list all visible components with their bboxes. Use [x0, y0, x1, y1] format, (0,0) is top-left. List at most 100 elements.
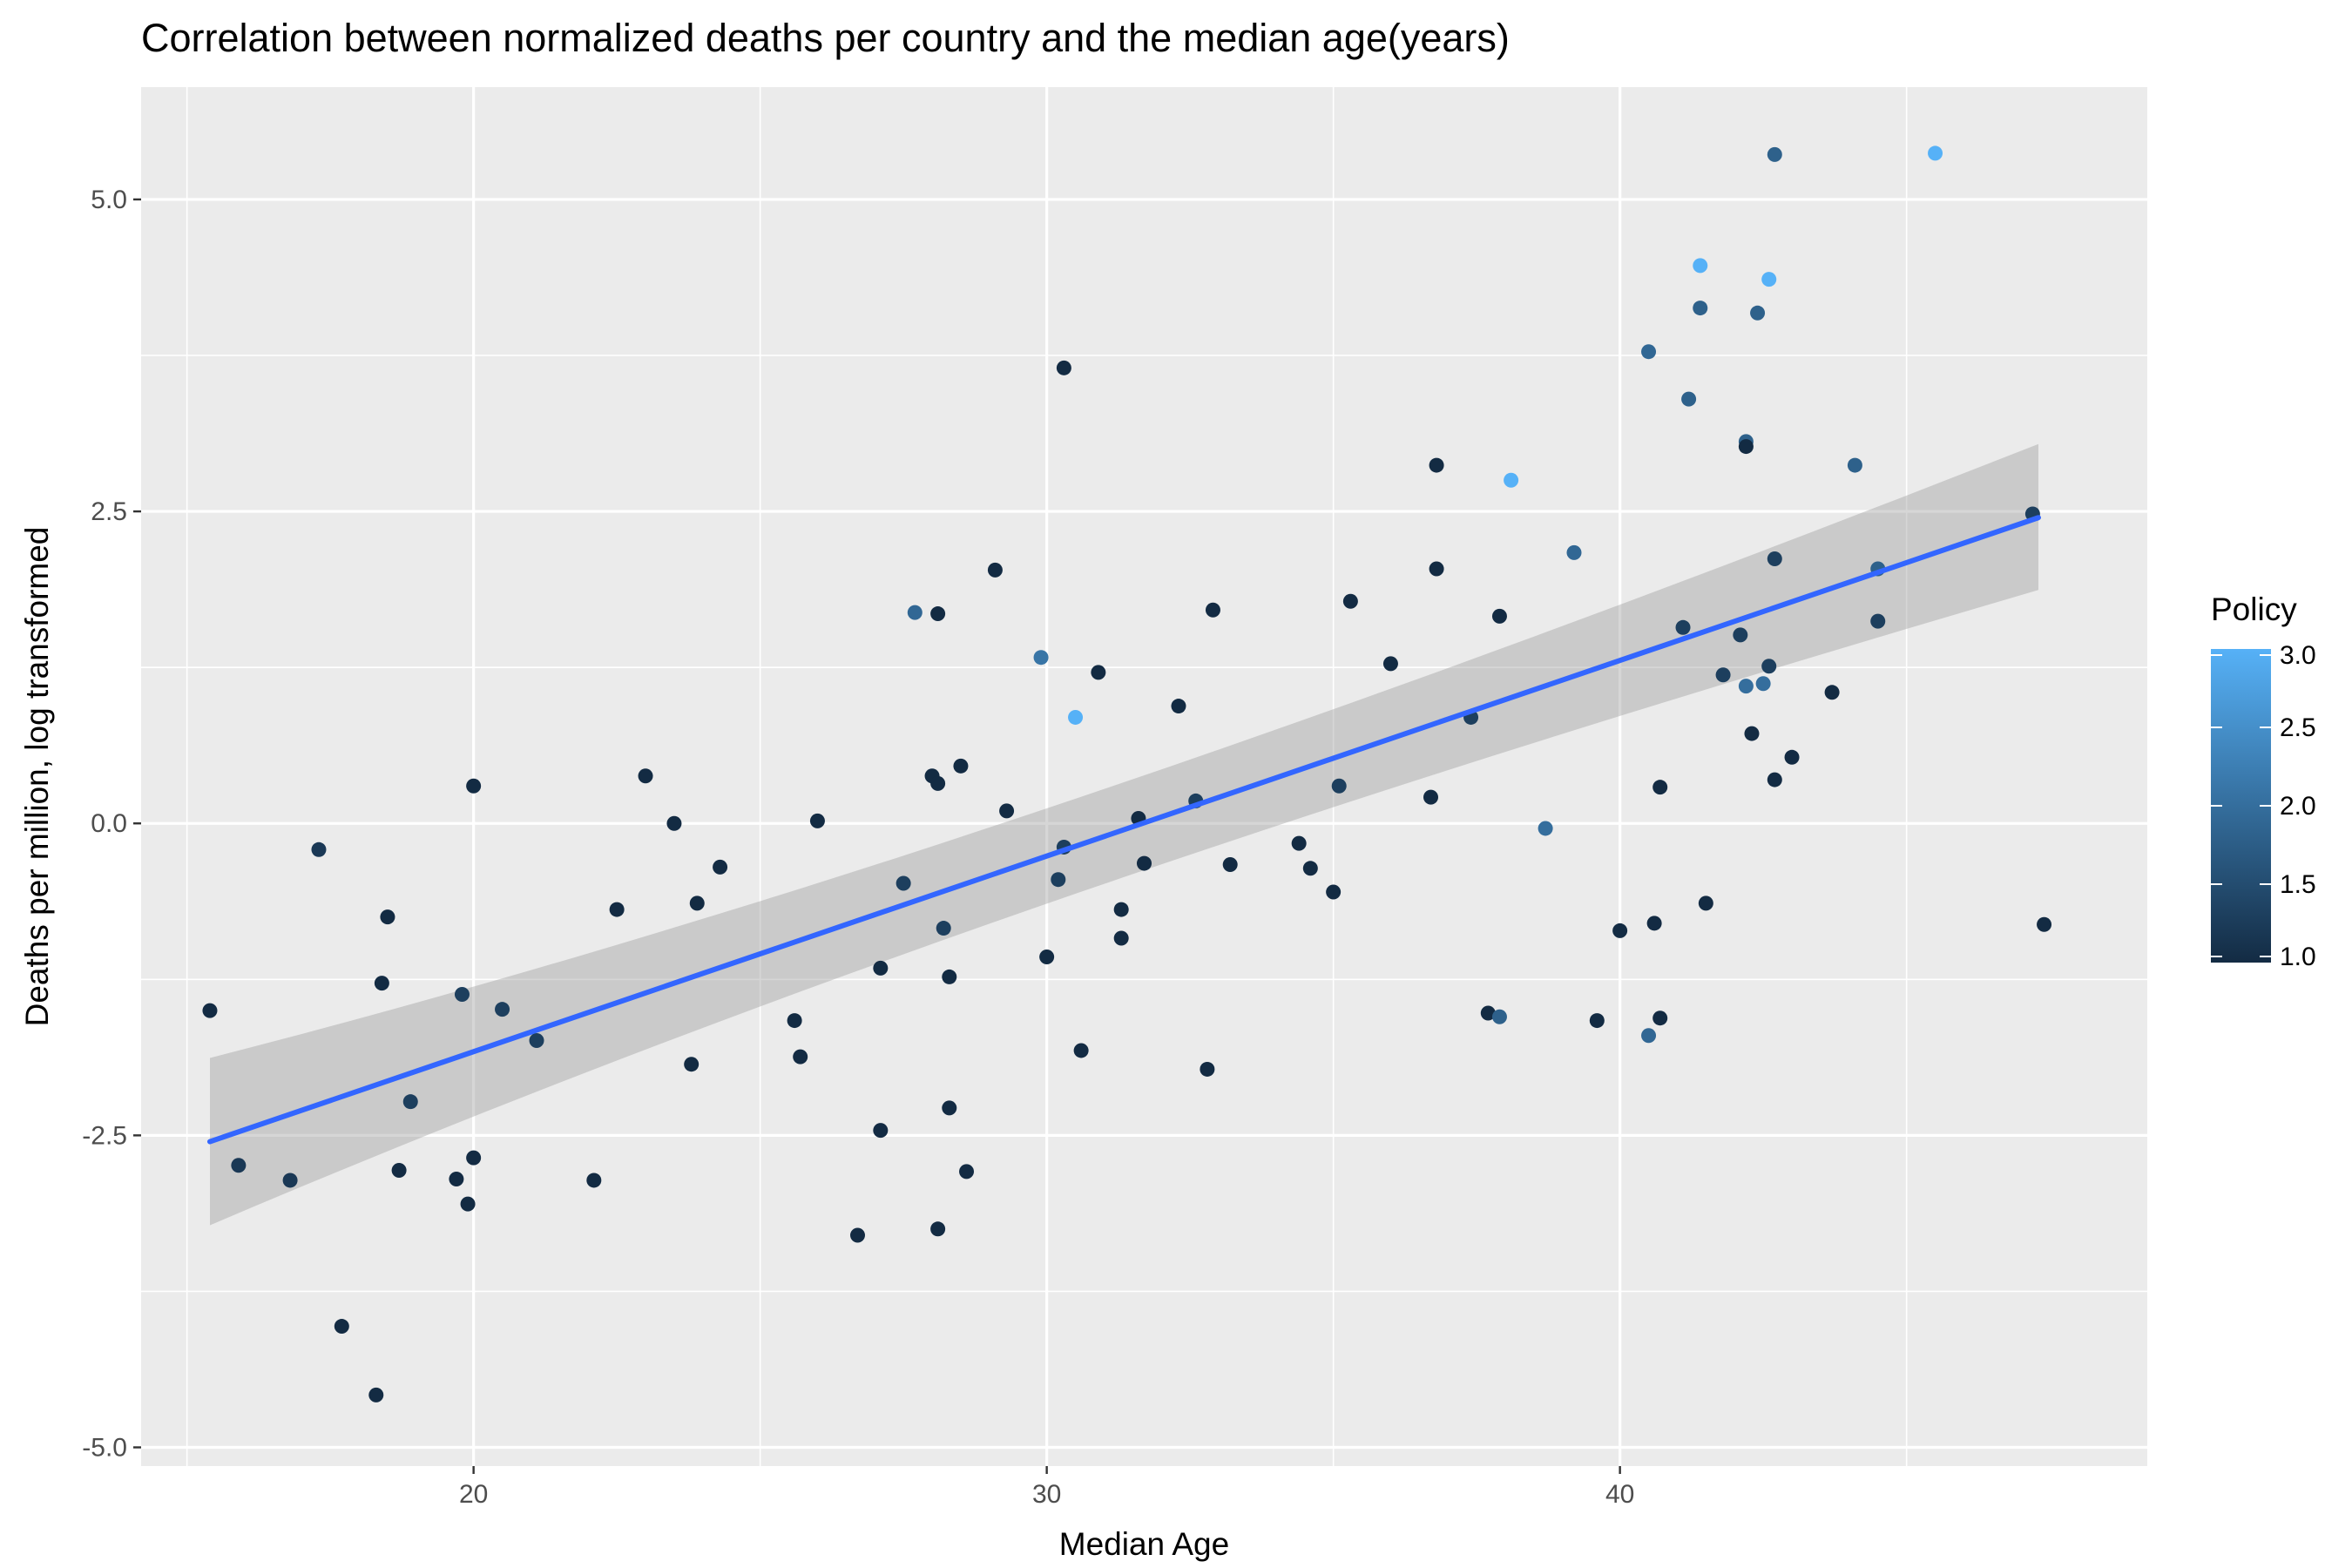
legend-title: Policy	[2211, 591, 2297, 627]
legend-tick-label: 3.0	[2280, 641, 2316, 670]
data-point	[1681, 391, 1697, 407]
y-tick-label: -5.0	[82, 1434, 127, 1463]
data-point	[1039, 950, 1055, 965]
data-point	[586, 1173, 602, 1188]
data-point	[202, 1003, 218, 1018]
data-point	[1331, 778, 1347, 794]
axes: 20 30 40 -5.0 -2.5 0.0 2.5 5.0	[82, 186, 1634, 1509]
data-point	[953, 758, 969, 774]
y-axis-title: Deaths per million, log transformed	[19, 527, 55, 1027]
data-point	[1051, 872, 1066, 888]
data-point	[1538, 821, 1553, 836]
data-point	[987, 562, 1003, 578]
data-point	[1693, 258, 1708, 274]
data-point	[1137, 855, 1152, 871]
data-point	[1824, 685, 1840, 700]
data-point	[666, 815, 682, 831]
data-point	[374, 976, 389, 991]
data-point	[231, 1158, 247, 1173]
data-point	[1302, 861, 1318, 876]
legend-tick-label: 1.0	[2280, 943, 2316, 971]
data-point	[942, 1100, 957, 1116]
x-tick-label: 20	[459, 1480, 488, 1509]
data-point	[942, 969, 957, 984]
data-point	[1641, 1028, 1657, 1044]
data-point	[1755, 676, 1771, 692]
data-point	[1423, 789, 1438, 805]
data-point	[1738, 679, 1754, 694]
data-point	[334, 1319, 349, 1335]
data-point	[930, 1221, 946, 1237]
data-point	[1761, 659, 1777, 674]
data-point	[1033, 650, 1049, 666]
data-point	[1342, 593, 1358, 609]
data-point	[999, 803, 1015, 819]
data-point	[368, 1387, 384, 1402]
x-tick-label: 30	[1032, 1480, 1061, 1509]
data-point	[1641, 344, 1657, 360]
data-point	[1091, 665, 1106, 680]
data-point	[380, 909, 395, 925]
data-point	[1491, 608, 1507, 624]
legend-tick-label: 2.0	[2280, 792, 2316, 821]
data-point	[713, 859, 728, 875]
data-point	[1589, 1013, 1605, 1029]
data-point	[454, 986, 470, 1002]
x-axis-title: Median Age	[1059, 1526, 1229, 1562]
data-point	[1056, 360, 1071, 375]
data-point	[959, 1164, 975, 1179]
data-point	[529, 1032, 544, 1048]
data-point	[1652, 1010, 1668, 1026]
data-point	[1205, 602, 1220, 618]
data-point	[1073, 1043, 1089, 1058]
data-point	[1068, 709, 1084, 725]
data-point	[907, 605, 923, 620]
y-tick-label: 5.0	[91, 186, 127, 214]
minor-gridlines	[141, 87, 2147, 1466]
data-point	[1171, 699, 1186, 714]
confidence-band	[210, 443, 2038, 1226]
data-point	[1675, 619, 1691, 635]
x-tick-label: 40	[1605, 1480, 1634, 1509]
chart-title: Correlation between normalized deaths pe…	[141, 16, 1510, 60]
data-point	[793, 1049, 808, 1064]
data-point	[1429, 561, 1444, 577]
data-point	[1382, 656, 1398, 672]
data-point	[1113, 930, 1129, 946]
data-point	[1698, 896, 1713, 911]
data-point	[873, 1123, 889, 1139]
data-point	[1738, 439, 1754, 455]
data-point	[1612, 923, 1628, 938]
data-point	[1847, 457, 1862, 473]
data-point	[873, 960, 889, 976]
data-point	[1491, 1009, 1507, 1024]
data-point	[1767, 551, 1782, 567]
data-point	[460, 1196, 476, 1212]
data-point	[1480, 1005, 1496, 1021]
data-point	[1715, 667, 1731, 683]
y-tick-label: 0.0	[91, 809, 127, 838]
data-point	[930, 606, 946, 622]
data-point	[1504, 472, 1519, 488]
data-point	[1693, 301, 1708, 316]
y-tick-label: -2.5	[82, 1121, 127, 1150]
data-point	[684, 1057, 700, 1072]
data-point	[1113, 902, 1129, 917]
data-point	[2037, 916, 2052, 932]
data-point	[930, 775, 946, 791]
data-point	[1784, 749, 1800, 765]
data-point	[609, 902, 625, 917]
data-point	[809, 813, 825, 828]
legend-tick-label: 2.5	[2280, 713, 2316, 742]
data-point	[787, 1013, 802, 1029]
data-point	[1200, 1061, 1215, 1077]
data-point	[1750, 305, 1766, 321]
data-point	[391, 1162, 407, 1178]
data-point	[466, 778, 482, 794]
data-point	[936, 921, 951, 936]
major-gridlines	[141, 87, 2147, 1466]
data-point	[1326, 884, 1342, 900]
legend-tick-label: 1.5	[2280, 870, 2316, 899]
data-point	[1222, 856, 1238, 872]
